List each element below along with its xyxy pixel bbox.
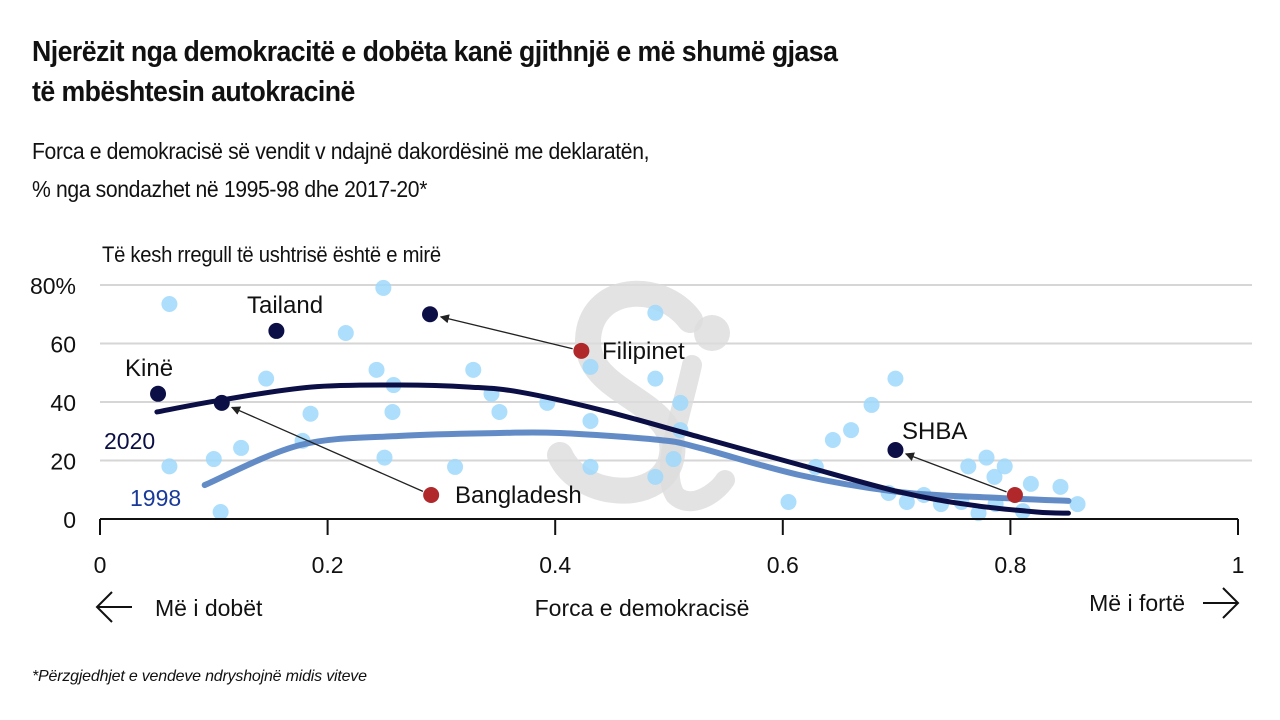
highlight-point-1998 — [1006, 487, 1023, 504]
data-point — [970, 505, 987, 522]
highlight-point-2020 — [150, 385, 167, 402]
data-point — [1052, 478, 1069, 495]
data-point — [582, 358, 599, 375]
data-point — [233, 439, 250, 456]
trend-line-1998 — [201, 429, 1072, 504]
data-point — [376, 449, 393, 466]
data-point — [161, 296, 178, 313]
data-point — [384, 403, 401, 420]
data-point — [672, 394, 689, 411]
country-label: Tailand — [247, 292, 323, 319]
data-point — [582, 458, 599, 475]
x-tick-label: 0 — [94, 552, 107, 578]
data-point — [780, 494, 797, 511]
series-label-2020: 2020 — [104, 428, 155, 454]
data-point — [647, 468, 664, 485]
data-point — [1022, 475, 1039, 492]
data-point — [978, 449, 995, 466]
x-left-label: Më i dobët — [155, 595, 263, 621]
data-point — [824, 432, 841, 449]
trend-line-2020 — [154, 382, 1071, 516]
arrow-right-icon — [1203, 587, 1240, 619]
data-point — [258, 370, 275, 387]
x-tick-label: 0.2 — [312, 552, 344, 578]
x-tick-label: 0.4 — [539, 552, 571, 578]
country-label: Filipinet — [602, 338, 685, 365]
y-tick-label: 20 — [50, 449, 76, 475]
data-point — [986, 468, 1003, 485]
y-tick-label: 40 — [50, 390, 76, 416]
arrow — [439, 314, 573, 350]
data-point — [205, 451, 222, 468]
data-point — [582, 413, 599, 430]
chart-subtitle: Forca e demokracisë së vendit v ndajnë d… — [32, 132, 649, 208]
x-tick-label: 0.8 — [994, 552, 1026, 578]
highlight-point-2020 — [213, 394, 230, 411]
x-right-label: Më i fortë — [1089, 590, 1185, 616]
data-point — [447, 458, 464, 475]
chart-title: Njerëzit nga demokracitë e dobëta kanë g… — [32, 32, 838, 112]
data-point — [960, 458, 977, 475]
data-point — [996, 458, 1013, 475]
data-point — [491, 403, 508, 420]
data-point — [465, 361, 482, 378]
arrow — [231, 406, 424, 492]
title-line-1: Njerëzit nga demokracitë e dobëta kanë g… — [32, 36, 838, 68]
highlight-point-2020 — [422, 306, 439, 323]
watermark-logo-dot — [694, 315, 730, 351]
x-tick-label: 0.6 — [767, 552, 799, 578]
title-line-2: të mbështesin autokracinë — [32, 76, 355, 108]
data-point — [302, 405, 319, 422]
series-label-1998: 1998 — [130, 485, 181, 511]
data-point — [843, 422, 860, 439]
country-label: SHBA — [902, 418, 967, 445]
highlight-point-2020 — [268, 322, 285, 339]
x-axis-label: Forca e demokracisë — [535, 595, 750, 621]
arrow — [904, 452, 1007, 493]
footnote: *Përzgjedhjet e vendeve ndryshojnë midis… — [32, 668, 367, 685]
y-axis-label: Të kesh rregull të ushtrisë është e mirë — [102, 242, 441, 267]
subtitle-line-1: Forca e demokracisë së vendit v ndajnë d… — [32, 138, 650, 164]
y-tick-label: 0 — [63, 507, 76, 533]
highlight-point-2020 — [887, 441, 904, 458]
data-point — [368, 361, 385, 378]
watermark-logo-s — [547, 280, 703, 504]
data-point — [647, 304, 664, 321]
data-point — [161, 458, 178, 475]
country-label: Kinë — [125, 355, 173, 382]
data-point — [375, 279, 392, 296]
data-point — [863, 396, 880, 413]
data-point — [1069, 496, 1086, 513]
data-point — [212, 503, 229, 520]
data-point — [647, 370, 664, 387]
highlight-point-1998 — [423, 487, 440, 504]
data-point — [887, 370, 904, 387]
highlight-point-1998 — [573, 342, 590, 359]
data-point — [898, 494, 915, 511]
country-label: Bangladesh — [455, 482, 582, 509]
x-tick-label: 1 — [1232, 552, 1245, 578]
y-tick-label: 60 — [50, 332, 76, 358]
subtitle-line-2: % nga sondazhet në 1995-98 dhe 2017-20* — [32, 176, 428, 202]
arrow-left-icon — [95, 591, 132, 623]
data-point — [337, 324, 354, 341]
y-tick-label: 80% — [30, 273, 76, 299]
data-point — [665, 451, 682, 468]
